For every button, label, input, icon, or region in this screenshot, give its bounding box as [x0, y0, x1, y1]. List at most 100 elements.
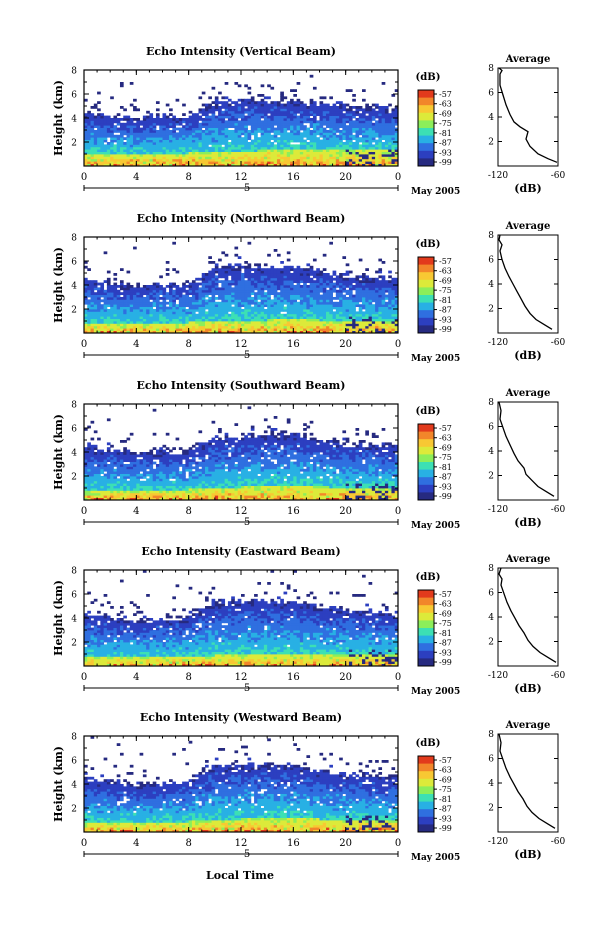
heatmap-cell	[231, 265, 235, 269]
heatmap-cell	[93, 118, 98, 121]
heatmap-cell	[90, 485, 95, 489]
heatmap-cell	[348, 113, 353, 116]
heatmap-cell	[241, 280, 245, 283]
heatmap-cell	[322, 318, 327, 322]
heatmap-cell	[312, 323, 317, 327]
heatmap-cell	[136, 294, 140, 298]
heatmap-cell	[175, 297, 180, 300]
heatmap-cell	[175, 289, 180, 293]
heatmap-cell	[195, 285, 199, 288]
heatmap-cell	[237, 110, 242, 114]
heatmap-cell	[211, 282, 216, 286]
heatmap-cell	[329, 154, 333, 157]
heatmap-cell	[241, 321, 245, 324]
heatmap-cell	[129, 146, 134, 150]
heatmap-cell	[205, 275, 209, 279]
heatmap-cell	[270, 118, 275, 121]
heatmap-cell	[169, 156, 173, 160]
heatmap-cell	[146, 146, 150, 150]
heatmap-cell	[244, 132, 248, 136]
heatmap-cell	[348, 313, 353, 317]
heatmap-cell	[388, 154, 392, 157]
colorbar-band	[418, 272, 434, 281]
heatmap-cell	[378, 144, 383, 148]
heatmap-cell	[172, 163, 176, 167]
heatmap-cell	[362, 316, 366, 319]
heatmap-cell	[371, 325, 376, 329]
heatmap-cell	[283, 103, 288, 107]
heatmap-cell	[100, 146, 105, 150]
heatmap-cell	[260, 154, 265, 157]
heatmap-cell	[316, 277, 320, 281]
heatmap-cell	[97, 156, 101, 160]
heatmap-cell	[241, 304, 245, 307]
heatmap-cell	[116, 292, 121, 295]
y-tick-label: 6	[71, 91, 77, 101]
heatmap-cell	[388, 313, 392, 317]
heatmap-cell	[149, 297, 154, 300]
heatmap-cell	[126, 270, 131, 274]
heatmap-cell	[309, 280, 314, 283]
heatmap-cell	[106, 146, 111, 150]
heatmap-cell	[388, 270, 392, 274]
heatmap-cell	[355, 313, 360, 317]
heatmap-cell	[290, 280, 294, 283]
average-y-tick-label: 8	[488, 64, 494, 74]
heatmap-cell	[195, 137, 199, 140]
heatmap-cell	[362, 120, 366, 124]
heatmap-cell	[332, 161, 337, 164]
heatmap-cell	[273, 318, 278, 322]
heatmap-cell	[234, 142, 239, 145]
heatmap-cell	[244, 161, 248, 164]
heatmap-cell	[378, 125, 383, 128]
heatmap-cell	[152, 163, 157, 167]
heatmap-cell	[391, 146, 396, 150]
heatmap-cell	[241, 161, 245, 164]
heatmap-cell	[299, 144, 304, 148]
heatmap-cell	[339, 151, 343, 155]
heatmap-cell	[169, 137, 173, 140]
heatmap-cell	[191, 149, 196, 152]
heatmap-cell	[293, 161, 297, 164]
heatmap-cell	[191, 137, 196, 140]
heatmap-cell	[280, 98, 284, 102]
heatmap-cell	[110, 144, 114, 148]
heatmap-cell	[169, 287, 173, 291]
heatmap-cell	[126, 299, 131, 303]
heatmap-cell	[339, 110, 343, 114]
heatmap-cell	[335, 137, 340, 140]
heatmap-cell	[129, 118, 134, 121]
heatmap-cell	[218, 316, 222, 319]
heatmap-cell	[257, 309, 262, 312]
heatmap-cell	[286, 142, 291, 145]
heatmap-cell	[159, 156, 163, 160]
heatmap-cell	[335, 161, 340, 164]
heatmap-cell	[97, 163, 101, 167]
heatmap-cell	[84, 325, 88, 329]
heatmap-cell	[290, 297, 294, 300]
heatmap-cell	[371, 306, 376, 310]
heatmap-cell	[391, 306, 396, 310]
heatmap-cell	[329, 122, 333, 126]
heatmap-cell	[152, 309, 157, 312]
heatmap-cell	[362, 321, 366, 324]
heatmap-cell	[146, 151, 150, 155]
heatmap-cell	[188, 292, 193, 295]
average-x-tick-label: -60	[551, 338, 566, 348]
heatmap-cell	[263, 154, 268, 157]
heatmap-cell	[293, 110, 297, 114]
heatmap-cell	[309, 132, 314, 136]
heatmap-cell	[165, 146, 170, 150]
y-tick-label: 8	[71, 234, 77, 244]
heatmap-cell	[84, 447, 88, 450]
heatmap-cell	[90, 325, 95, 329]
heatmap-cell	[381, 301, 386, 305]
heatmap-cell	[391, 325, 396, 329]
heatmap-cell	[358, 321, 363, 324]
heatmap-cell	[296, 280, 301, 283]
heatmap-cell	[263, 161, 268, 164]
heatmap-cell	[283, 144, 288, 148]
heatmap-cell	[97, 118, 101, 121]
heatmap-cell	[280, 137, 284, 140]
heatmap-cell	[172, 120, 176, 124]
